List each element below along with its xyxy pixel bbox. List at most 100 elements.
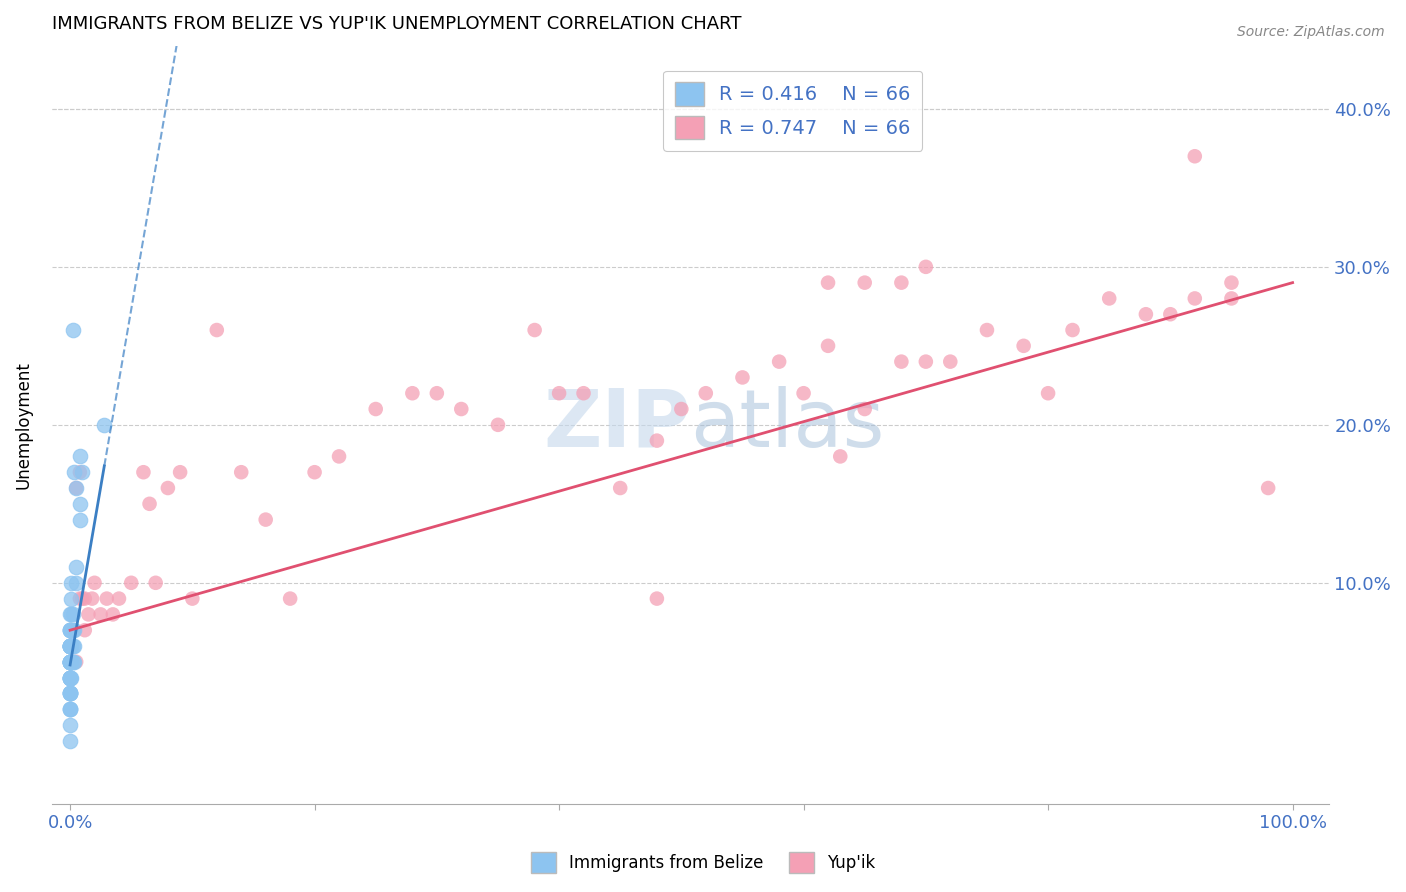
Point [976,323,998,337]
Point [59,671,82,685]
Text: atlas: atlas [690,386,884,464]
Point [59,671,82,685]
Point [59,702,82,716]
Point [59,655,82,669]
Point [59,624,82,638]
Point [205,323,228,337]
Point [108,591,131,606]
Point [59,671,82,685]
Point [548,386,571,401]
Point [1036,386,1059,401]
Point [62,624,84,638]
Point [181,591,204,606]
Point [1012,339,1035,353]
Point [645,591,668,606]
Point [59,639,82,653]
Legend: Immigrants from Belize, Yup'ik: Immigrants from Belize, Yup'ik [524,846,882,880]
Point [1184,149,1206,163]
Point [817,339,839,353]
Point [695,386,717,401]
Text: ZIP: ZIP [543,386,690,464]
Point [93,417,115,432]
Point [59,655,82,669]
Legend: R = 0.416    N = 66, R = 0.747    N = 66: R = 0.416 N = 66, R = 0.747 N = 66 [664,70,922,151]
Y-axis label: Unemployment: Unemployment [15,361,32,489]
Point [73,624,96,638]
Point [1257,481,1279,495]
Point [62,465,84,479]
Point [72,465,94,479]
Point [59,655,82,669]
Point [364,402,387,417]
Point [401,386,423,401]
Point [572,386,595,401]
Point [138,497,160,511]
Point [1184,292,1206,306]
Point [278,591,301,606]
Point [69,513,91,527]
Point [609,481,631,495]
Point [768,354,790,368]
Point [59,624,82,638]
Point [59,655,82,669]
Point [817,276,839,290]
Point [69,591,91,606]
Point [59,639,82,653]
Point [1135,307,1157,321]
Point [328,450,350,464]
Point [59,686,82,700]
Point [96,591,118,606]
Point [254,513,277,527]
Point [62,655,84,669]
Point [1062,323,1084,337]
Point [73,591,96,606]
Point [59,733,82,747]
Point [450,402,472,417]
Point [60,575,83,590]
Point [69,497,91,511]
Point [62,607,84,622]
Point [486,417,509,432]
Point [890,354,912,368]
Point [59,671,82,685]
Point [1098,292,1121,306]
Point [523,323,546,337]
Point [59,671,82,685]
Point [62,624,84,638]
Point [59,655,82,669]
Point [59,655,82,669]
Point [60,607,83,622]
Point [914,354,936,368]
Point [59,624,82,638]
Point [59,671,82,685]
Point [65,575,87,590]
Point [59,718,82,732]
Point [671,402,693,417]
Point [62,323,84,337]
Point [60,639,83,653]
Point [59,655,82,669]
Point [1220,292,1243,306]
Point [60,591,83,606]
Point [69,465,91,479]
Point [60,671,83,685]
Point [59,639,82,653]
Point [59,655,82,669]
Point [59,702,82,716]
Point [59,639,82,653]
Text: IMMIGRANTS FROM BELIZE VS YUP'IK UNEMPLOYMENT CORRELATION CHART: IMMIGRANTS FROM BELIZE VS YUP'IK UNEMPLO… [52,15,741,33]
Point [890,276,912,290]
Point [65,481,87,495]
Point [426,386,449,401]
Point [59,686,82,700]
Point [853,402,876,417]
Point [145,575,167,590]
Point [60,655,83,669]
Text: Source: ZipAtlas.com: Source: ZipAtlas.com [1237,25,1385,39]
Point [59,639,82,653]
Point [65,560,87,574]
Point [62,655,84,669]
Point [60,639,83,653]
Point [59,686,82,700]
Point [77,607,100,622]
